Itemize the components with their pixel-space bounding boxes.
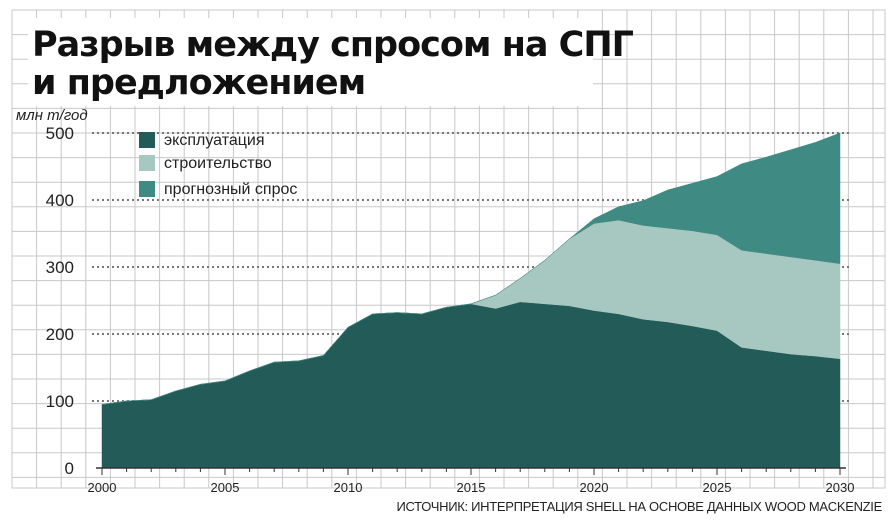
legend-label: прогнозный спрос (164, 181, 297, 198)
x-tick-label: 2015 (457, 480, 486, 495)
x-tick-labels: 2000 2005 2010 2015 2020 2025 2030 (88, 480, 855, 495)
x-tick-label: 2010 (334, 480, 363, 495)
y-tick-label: 400 (46, 191, 74, 210)
axes (96, 467, 846, 475)
legend-swatch (139, 155, 155, 171)
y-tick-label: 100 (46, 392, 74, 411)
x-tick-label: 2025 (703, 480, 732, 495)
stacked-areas (101, 132, 841, 469)
source-note: ИСТОЧНИК: ИНТЕРПРЕТАЦИЯ SHELL НА ОСНОВЕ … (396, 499, 882, 514)
y-tick-label: 300 (46, 258, 74, 277)
unit-label: млн т/год (16, 107, 88, 124)
y-tick-label: 200 (46, 325, 74, 344)
x-tick-label: 2030 (826, 480, 855, 495)
chart-title-line-2: и предложением (32, 63, 365, 103)
y-tick-label: 500 (46, 124, 74, 143)
y-tick-labels: 0 100 200 300 400 500 (46, 124, 74, 478)
x-tick-label: 2000 (88, 480, 117, 495)
source-backdrop (378, 494, 888, 516)
chart-title-line-1: Разрыв между спросом на СПГ (32, 25, 634, 65)
legend-swatch (139, 181, 155, 197)
legend-swatch (139, 132, 155, 148)
legend-label: строительство (164, 155, 272, 172)
title-backdrop (28, 18, 593, 106)
y-tick-label: 0 (65, 459, 74, 478)
x-tick-label: 2020 (580, 480, 609, 495)
legend: эксплуатация строительство прогнозный спро… (139, 132, 297, 198)
area-series-3 (101, 132, 841, 405)
legend-label: эксплуатация (164, 132, 265, 149)
grid-frame (11, 9, 886, 489)
x-tick-label: 2005 (211, 480, 240, 495)
